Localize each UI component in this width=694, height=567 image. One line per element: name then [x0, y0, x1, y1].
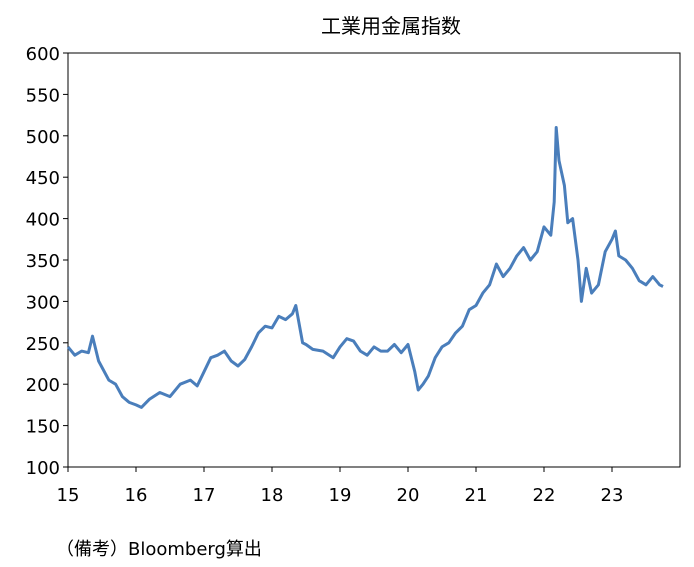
y-tick-label: 100 [26, 458, 60, 479]
y-axis: 100 150 200 250 300 350 400 450 500 550 600 [26, 44, 68, 479]
y-tick-label: 350 [26, 251, 60, 272]
y-tick-label: 200 [26, 375, 60, 396]
y-tick-label: 450 [26, 168, 60, 189]
x-axis: 15 16 17 18 19 20 21 22 23 [57, 467, 624, 506]
y-tick-label: 550 [26, 85, 60, 106]
series-line [66, 126, 664, 409]
y-tick-label: 150 [26, 417, 60, 438]
chart-title: 工業用金属指数 [321, 14, 461, 38]
y-tick-label: 600 [26, 44, 60, 65]
x-tick-label: 20 [397, 485, 420, 506]
x-tick-label: 23 [601, 485, 624, 506]
y-tick-label: 400 [26, 210, 60, 231]
x-tick-label: 17 [193, 485, 216, 506]
x-tick-label: 22 [533, 485, 556, 506]
series-layer [66, 126, 664, 409]
x-tick-label: 15 [57, 485, 80, 506]
y-tick-label: 250 [26, 334, 60, 355]
x-tick-label: 18 [261, 485, 284, 506]
x-tick-label: 19 [329, 485, 352, 506]
y-tick-label: 300 [26, 292, 60, 313]
x-tick-label: 21 [465, 485, 488, 506]
source-note: （備考）Bloomberg算出 [56, 539, 262, 560]
y-tick-label: 500 [26, 127, 60, 148]
plot-area [67, 52, 681, 468]
x-tick-label: 16 [125, 485, 148, 506]
